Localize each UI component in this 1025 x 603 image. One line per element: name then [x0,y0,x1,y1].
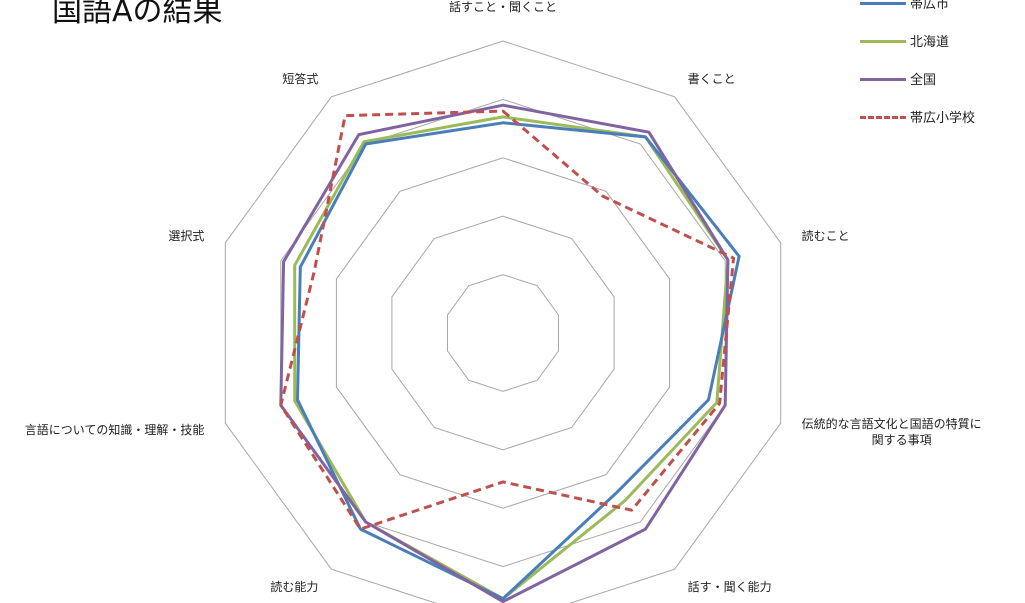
axis-label-3-line-1: 関する事項 [872,433,932,447]
axis-label-4-line-0: 話す・聞く能力 [688,579,772,594]
axis-label-9-line-0: 短答式 [282,71,318,86]
series-line-2 [279,103,730,603]
legend-swatch [860,78,906,81]
axis-labels: 話すこと・聞くこと書くこと読むこと伝統的な言語文化と国語の特質に関する事項話す・… [25,0,982,594]
radar-grid [224,40,782,603]
axis-label-1: 書くこと [688,72,736,86]
axis-label-0: 話すこと・聞くこと [449,0,557,14]
axis-label-6: 読む能力 [270,579,318,594]
axis-label-8: 選択式 [168,229,204,243]
series-layer [279,103,741,603]
axis-label-2-line-0: 読むこと [802,228,850,243]
axis-label-0-line-0: 話すこと・聞くこと [449,0,557,14]
series-line-3 [279,109,735,531]
legend-swatch [860,40,906,43]
axis-label-2: 読むこと [802,228,850,243]
axis-label-3-line-0: 伝統的な言語文化と国語の特質に [802,416,982,431]
legend-label: 帯広小学校 [910,111,976,126]
legend-swatch [860,2,906,5]
chart-title: 国語Aの結果 [52,0,223,29]
grid-ring-1 [447,274,559,392]
axis-label-9: 短答式 [282,71,318,86]
axis-label-7: 言語についての知識・理解・技能 [25,422,205,437]
legend-label: 全国 [910,73,937,88]
grid-ring-4 [280,98,726,568]
axis-label-7-line-0: 言語についての知識・理解・技能 [25,422,205,437]
legend-swatch [860,116,906,119]
grid-ring-5 [224,40,782,603]
legend-label: 帯広市 [910,0,950,12]
grid-ring-3 [335,157,671,509]
axis-label-4: 話す・聞く能力 [688,579,772,594]
axis-label-6-line-0: 読む能力 [270,579,318,594]
axis-label-1-line-0: 書くこと [688,72,736,86]
axis-label-3: 伝統的な言語文化と国語の特質に関する事項 [802,416,982,447]
axis-label-8-line-0: 選択式 [168,229,204,243]
legend-label: 北海道 [910,35,950,50]
grid-ring-2 [391,215,615,451]
